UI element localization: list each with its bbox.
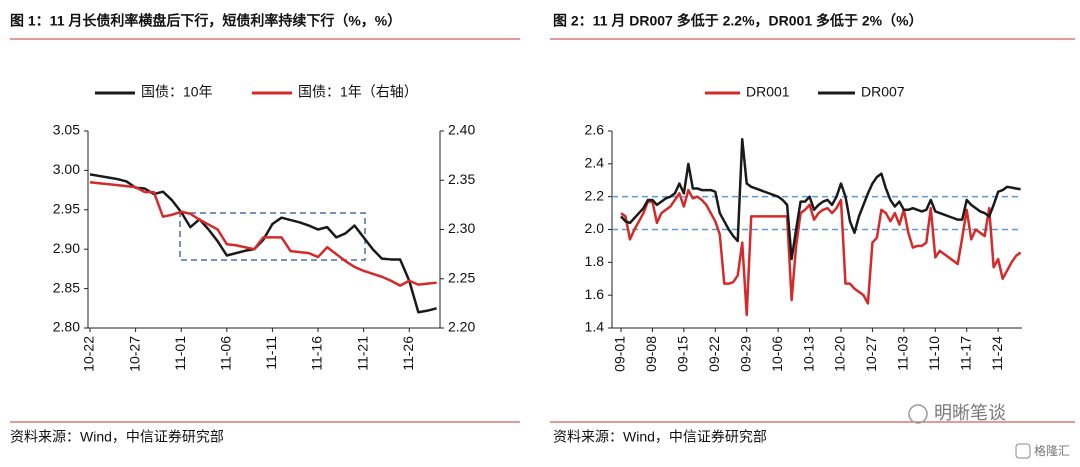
- x-tick-label: 10-27: [126, 336, 142, 372]
- x-tick-label: 10-27: [863, 336, 879, 372]
- watermark-icon: [1015, 443, 1031, 459]
- x-tick-label: 10-13: [800, 336, 816, 372]
- y2-tick-label: 2.25: [448, 269, 475, 285]
- y-tick-label: 1.4: [585, 319, 605, 335]
- x-tick-label: 11-03: [895, 336, 911, 371]
- series-line: [620, 137, 1021, 261]
- y-tick-label: 2.90: [53, 240, 80, 256]
- y-tick-label: 3.00: [53, 161, 80, 177]
- y-tick-label: 2.6: [585, 122, 605, 138]
- y-tick-label: 3.05: [53, 122, 80, 138]
- x-tick-label: 11-16: [309, 336, 325, 371]
- x-tick-label: 11-10: [926, 336, 942, 371]
- y-tick-label: 2.85: [53, 279, 80, 295]
- series-line: [620, 188, 1022, 317]
- x-tick-label: 11-01: [172, 336, 188, 371]
- x-tick-label: 11-24: [989, 336, 1005, 371]
- chart-title: 图 1：11 月长债利率横盘后下行，短债利率持续下行（%，%）: [10, 13, 401, 29]
- x-tick-label: 10-22: [81, 336, 97, 372]
- source: 资料来源：Wind，中信证券研究部: [553, 429, 767, 445]
- y-tick-label: 2.2: [585, 187, 605, 203]
- legend-label: DR007: [861, 84, 905, 100]
- y-tick-label: 2.0: [585, 220, 605, 236]
- y-tick-label: 2.4: [585, 155, 605, 171]
- y-tick-label: 2.80: [53, 319, 80, 335]
- legend-label: DR001: [746, 84, 790, 100]
- legend-label: 国债：10年: [141, 84, 213, 100]
- watermark: 格隆汇: [1034, 443, 1070, 458]
- x-tick-label: 10-06: [769, 336, 785, 372]
- y2-tick-label: 2.20: [448, 319, 475, 335]
- x-tick-label: 09-01: [612, 336, 628, 372]
- watermark-icon: [908, 404, 928, 424]
- x-tick-label: 10-20: [832, 336, 848, 372]
- y2-tick-label: 2.30: [448, 220, 475, 236]
- x-tick-label: 11-17: [957, 336, 973, 371]
- y2-tick-label: 2.40: [448, 122, 475, 138]
- highlight-box: [179, 212, 366, 261]
- x-tick-label: 09-08: [643, 336, 659, 372]
- y2-tick-label: 2.35: [448, 171, 475, 187]
- chart-title: 图 2：11 月 DR007 多低于 2.2%，DR001 多低于 2%（%）: [553, 13, 923, 29]
- x-tick-label: 11-26: [400, 336, 416, 371]
- y-tick-label: 1.8: [585, 253, 605, 269]
- series-line: [89, 173, 437, 314]
- x-tick-label: 11-21: [354, 336, 370, 371]
- y-tick-label: 2.95: [53, 201, 80, 217]
- x-tick-label: 11-06: [218, 336, 234, 371]
- series-line: [89, 180, 437, 287]
- watermark: 明晰笔谈: [934, 403, 1006, 423]
- y-tick-label: 1.6: [585, 286, 605, 302]
- source: 资料来源：Wind，中信证券研究部: [10, 429, 224, 445]
- x-tick-label: 11-11: [263, 336, 279, 370]
- x-tick-label: 09-15: [675, 336, 691, 372]
- x-tick-label: 09-22: [706, 336, 722, 372]
- x-tick-label: 09-29: [737, 336, 753, 372]
- legend-label: 国债：1年（右轴）: [298, 84, 418, 100]
